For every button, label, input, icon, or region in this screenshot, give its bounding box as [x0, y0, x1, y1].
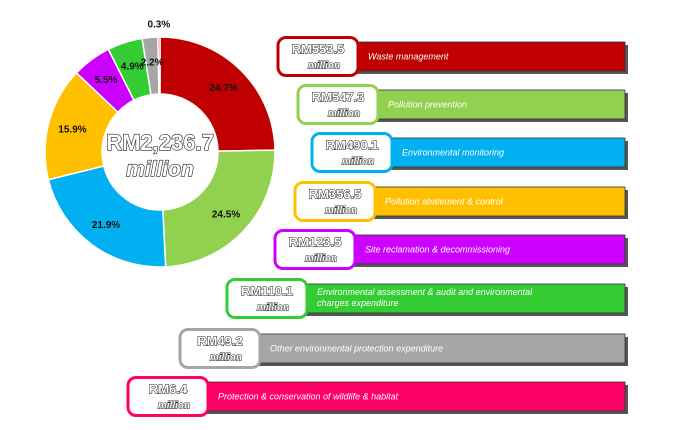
category-bar [313, 41, 626, 72]
pie-slice [159, 36, 276, 152]
amount-label: RM553.5 [292, 42, 345, 57]
amount-label: RM110.1 [241, 284, 293, 299]
category-label: Environmental assessment & audit and env… [317, 287, 533, 297]
category-bar [330, 186, 626, 217]
legend-row: Other environmental protection expenditu… [178, 328, 628, 369]
category-bar [333, 89, 626, 120]
amount-label: RM547.3 [312, 90, 365, 105]
category-bar [310, 234, 626, 265]
legend: Waste managementRM553.5millionPollution … [126, 36, 628, 417]
amount-unit: million [342, 157, 374, 168]
amount-label: RM49.2 [197, 334, 243, 349]
amount-label: RM490.1 [326, 138, 379, 153]
legend-row: Environmental assessment & audit and env… [225, 278, 628, 319]
total-amount: RM2,236.7 [106, 130, 214, 155]
legend-row: Waste management RM553.5 million [276, 36, 628, 77]
legend-row: Environmental monitoring RM490.1 million [310, 132, 628, 173]
amount-box [178, 328, 262, 369]
legend-row: Pollution prevention RM547.3 million [296, 84, 628, 125]
amount-unit: million [308, 61, 340, 72]
percent-label: 24.7% [209, 83, 237, 94]
category-label: Pollution prevention [388, 100, 467, 110]
legend-row: Protection & conservation of wildlife & … [126, 376, 628, 417]
amount-unit: million [210, 353, 242, 364]
amount-box [273, 229, 357, 270]
percent-label: 4.9% [121, 61, 144, 72]
amount-unit: million [305, 254, 337, 265]
category-label: Waste management [368, 52, 449, 62]
category-label: Protection & conservation of wildlife & … [218, 392, 399, 402]
category-label: charges expenditure [317, 298, 399, 308]
percent-label: 5.5% [95, 75, 118, 86]
amount-label: RM356.5 [309, 187, 362, 202]
amount-label: RM123.5 [289, 235, 342, 250]
category-label: Other environmental protection expenditu… [270, 344, 443, 354]
pie-slices [44, 36, 276, 268]
total-unit: million [126, 158, 194, 181]
percent-labels: 24.7% 24.5% 21.9% 15.9% 5.5%4.9%2.2% 0.3% [58, 20, 240, 232]
percent-label: 15.9% [58, 124, 86, 135]
amount-unit: million [257, 303, 289, 314]
category-label: Site reclamation & decommissioning [365, 245, 510, 255]
legend-row: Pollution abatement & control RM356.5 mill… [293, 181, 628, 222]
category-label: Pollution abatement & control [385, 197, 504, 207]
category-bar [215, 333, 626, 364]
category-label: Environmental monitoring [402, 148, 504, 158]
percent-label: 0.3% [147, 20, 170, 31]
amount-box [225, 278, 309, 319]
percent-label: 24.5% [212, 209, 240, 220]
category-bar [163, 381, 626, 412]
amount-box [310, 132, 394, 173]
percent-label: 21.9% [92, 220, 120, 231]
amount-unit: million [325, 206, 357, 217]
legend-row: Site reclamation & decommissioning RM123.… [273, 229, 628, 270]
amount-unit: million [328, 109, 360, 120]
amount-box [276, 36, 360, 77]
amount-box [293, 181, 377, 222]
donut-hole [102, 94, 218, 210]
amount-box [126, 376, 210, 417]
amount-box [296, 84, 380, 125]
percent-label: 2.2% [141, 57, 164, 68]
category-bar [262, 283, 626, 314]
amount-label: RM6.4 [149, 382, 188, 397]
amount-unit: million [158, 401, 190, 412]
